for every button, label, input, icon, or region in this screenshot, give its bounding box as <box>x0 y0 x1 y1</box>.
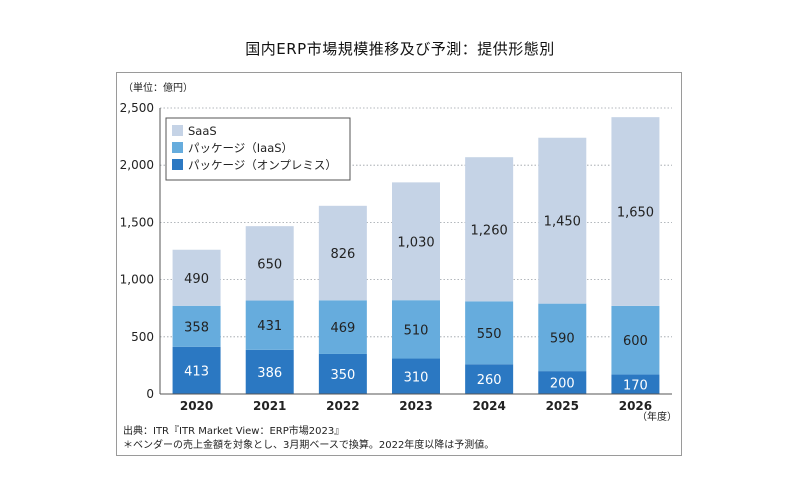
source-note: 出典：ITR『ITR Market View：ERP市場2023』 <box>123 424 344 437</box>
bar-segment-iaas <box>392 300 440 359</box>
bar-segment-saas <box>318 205 367 301</box>
bar-segment-saas <box>245 226 294 301</box>
y-tick-label: 1,000 <box>120 273 154 287</box>
bar-segment-onprem <box>245 349 294 394</box>
x-tick-label: 2025 <box>546 399 579 413</box>
data-label-onprem: 260 <box>477 373 502 388</box>
bar-segment-onprem <box>318 353 367 394</box>
data-label-onprem: 200 <box>550 377 575 392</box>
x-tick-label: 2023 <box>399 399 432 413</box>
data-label-iaas: 550 <box>477 327 502 342</box>
x-axis-unit-label: （年度） <box>637 410 677 423</box>
data-label-onprem: 386 <box>257 366 282 381</box>
legend-swatch-saas <box>172 125 183 136</box>
data-label-iaas: 510 <box>404 323 429 338</box>
bar-segment-iaas <box>611 305 660 375</box>
x-tick-label: 2022 <box>326 399 359 413</box>
bars <box>172 117 660 394</box>
bar-segment-saas <box>172 249 221 306</box>
data-label-saas: 1,030 <box>397 235 434 250</box>
legend-label-iaas: パッケージ（IaaS） <box>188 141 293 155</box>
data-label-onprem: 310 <box>404 370 429 385</box>
footnote: ＊ベンダーの売上金額を対象とし、3月期ベースで換算。2022年度以降は予測値。 <box>123 438 494 451</box>
data-label-iaas: 469 <box>330 321 355 336</box>
bar-segment-saas <box>465 157 514 302</box>
chart-title: 国内ERP市場規模推移及び予測：提供形態別 <box>245 40 555 58</box>
bar-segment-iaas <box>245 300 294 350</box>
data-label-onprem: 170 <box>623 378 648 393</box>
legend-swatch-iaas <box>172 142 183 153</box>
bar-segment-iaas <box>172 305 221 347</box>
bar-segment-onprem <box>392 358 440 394</box>
x-tick-label: 2020 <box>180 399 213 413</box>
bar-segment-iaas <box>465 301 514 365</box>
bar-segment-saas <box>611 117 660 306</box>
data-label-saas: 826 <box>330 247 355 262</box>
y-tick-label: 0 <box>146 387 154 401</box>
legend-label-onprem: パッケージ（オンプレミス） <box>188 158 337 172</box>
bar-segment-onprem <box>172 346 221 394</box>
data-label-saas: 650 <box>257 257 282 272</box>
data-label-saas: 1,260 <box>471 223 508 238</box>
bar-segment-onprem <box>465 364 514 394</box>
data-label-iaas: 590 <box>550 331 575 346</box>
data-label-iaas: 600 <box>623 334 648 349</box>
data-label-saas: 490 <box>184 272 209 287</box>
legend-swatch-onprem <box>172 159 183 170</box>
data-label-iaas: 431 <box>257 319 282 334</box>
data-label-saas: 1,650 <box>617 206 654 221</box>
bar-segment-saas <box>392 182 440 301</box>
legend-label-saas: SaaS <box>188 124 217 138</box>
y-tick-label: 2,500 <box>120 101 154 115</box>
data-label-saas: 1,450 <box>544 215 581 230</box>
legend-box <box>165 117 351 181</box>
x-tick-label: 2024 <box>472 399 505 413</box>
data-label-iaas: 358 <box>184 320 209 335</box>
bar-segment-onprem <box>611 374 660 394</box>
unit-label: （単位：億円） <box>123 81 193 94</box>
legend: SaaS パッケージ（IaaS） パッケージ（オンプレミス） <box>165 117 351 181</box>
axes: 0 500 1,000 1,500 2,000 2,500 2020 2021 2022 2023… <box>120 101 672 413</box>
value-labels: 413 358 490 386 431 650 350 469 826 310 510 1,030 26… <box>184 206 654 394</box>
y-tick-label: 1,500 <box>120 215 154 229</box>
x-tick-label: 2026 <box>619 399 652 413</box>
bar-segment-iaas <box>318 300 367 354</box>
y-tick-label: 2,000 <box>120 158 154 172</box>
x-tick-label: 2021 <box>253 399 286 413</box>
y-tick-label: 500 <box>131 330 154 344</box>
bar-segment-onprem <box>538 371 587 394</box>
data-label-onprem: 350 <box>330 368 355 383</box>
bar-segment-iaas <box>538 303 587 372</box>
data-label-onprem: 413 <box>184 364 209 379</box>
bar-segment-saas <box>538 137 587 304</box>
